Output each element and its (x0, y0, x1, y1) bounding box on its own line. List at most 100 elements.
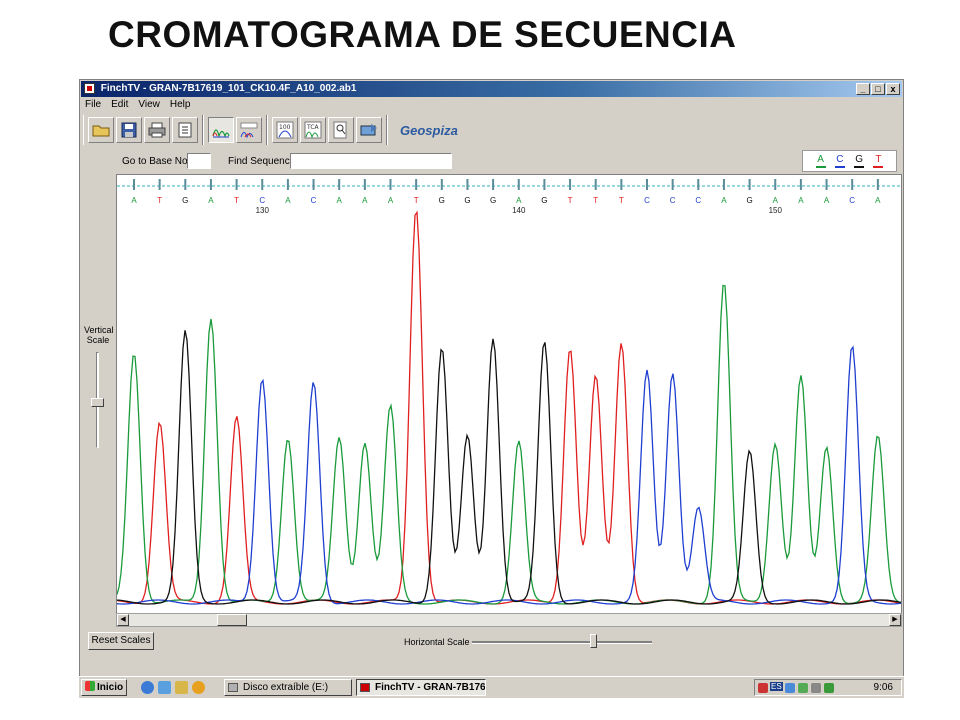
legend-g: G (854, 153, 865, 168)
legend-a-label: A (817, 153, 824, 165)
maximize-button[interactable]: □ (871, 83, 885, 95)
finchtv-window: FinchTV - GRAN-7B17619_101_CK10.4F_A10_0… (79, 79, 904, 679)
save-disk-icon[interactable] (116, 117, 142, 143)
base-position-number: 150 (769, 206, 783, 215)
export-icon[interactable] (356, 117, 382, 143)
title-bar[interactable]: FinchTV - GRAN-7B17619_101_CK10.4F_A10_0… (81, 81, 902, 97)
open-folder-icon[interactable] (88, 117, 114, 143)
menu-bar: File Edit View Help (84, 99, 191, 113)
base-call: G (464, 196, 470, 205)
base-call: A (516, 196, 522, 205)
task-removable-disk[interactable]: Disco extraíble (E:) (224, 679, 352, 696)
menu-file[interactable]: File (85, 99, 102, 110)
zoom-sequence-icon[interactable] (328, 117, 354, 143)
chromatogram-panel[interactable]: A T G A T C A C A A A T G G G A G T T T C C C A G A A A C A 130 140 150 (116, 174, 902, 619)
base-call: A (875, 196, 881, 205)
antivirus-icon[interactable] (758, 683, 768, 693)
print-icon[interactable] (144, 117, 170, 143)
base-call: T (593, 196, 598, 205)
clock: 9:06 (873, 682, 893, 693)
volume-icon[interactable] (798, 683, 808, 693)
slide-title: CROMATOGRAMA DE SECUENCIA (108, 14, 737, 55)
base-call: T (234, 196, 239, 205)
start-button[interactable]: Inicio (81, 679, 127, 696)
trace-g (116, 330, 902, 605)
legend-t: T (873, 153, 884, 168)
ie-browser-icon[interactable] (141, 681, 154, 694)
network-icon[interactable] (785, 683, 795, 693)
window-title: FinchTV - GRAN-7B17619_101_CK10.4F_A10_0… (100, 83, 357, 94)
horizontal-scale-label: Horizontal Scale (404, 637, 470, 647)
svg-text:TCA: TCA (306, 124, 320, 131)
update-icon[interactable] (824, 683, 834, 693)
task-finchtv[interactable]: FinchTV - GRAN-7B176... (356, 679, 486, 696)
multi-trace-view-icon[interactable] (236, 117, 262, 143)
legend-g-label: G (855, 153, 864, 165)
scroll-right-arrow[interactable]: ▶ (889, 614, 901, 626)
language-indicator[interactable]: ES (770, 682, 783, 691)
close-button[interactable]: x (886, 83, 900, 95)
trace-c (116, 345, 902, 605)
goto-base-label: Go to Base No. (122, 156, 191, 167)
base-call: G (182, 196, 188, 205)
base-call: A (721, 196, 727, 205)
base-call: G (746, 196, 752, 205)
chromatogram-view-icon[interactable] (208, 117, 234, 143)
base-call: G (439, 196, 445, 205)
base-call: C (644, 196, 650, 205)
media-player-icon[interactable] (192, 681, 205, 694)
base-call: A (362, 196, 368, 205)
base-call: A (824, 196, 830, 205)
scroll-thumb[interactable] (217, 614, 247, 626)
windows-flag-icon (85, 681, 95, 691)
task-removable-disk-label: Disco extraíble (E:) (243, 682, 329, 693)
base-call: A (388, 196, 394, 205)
base-call: C (670, 196, 676, 205)
usb-icon[interactable] (811, 683, 821, 693)
horizontal-scale-track[interactable] (472, 641, 652, 644)
base-call: T (157, 196, 162, 205)
svg-text:100: 100 (279, 124, 291, 131)
base-call: C (849, 196, 855, 205)
system-tray: ES 9:06 (754, 679, 902, 696)
start-label: Inicio (97, 682, 124, 693)
task-finchtv-label: FinchTV - GRAN-7B176... (375, 682, 486, 693)
base-call: A (337, 196, 343, 205)
base-call: C (695, 196, 701, 205)
vertical-scale-slider[interactable] (91, 398, 104, 407)
chromatogram-svg: A T G A T C A C A A A T G G G A G T T T C C C A G A A A C A 130 140 150 (116, 179, 902, 605)
base-call: A (798, 196, 804, 205)
folder-icon[interactable] (175, 681, 188, 694)
finchtv-task-icon (360, 683, 370, 692)
horizontal-scale-slider[interactable] (590, 634, 597, 648)
info-icon[interactable] (172, 117, 198, 143)
base-call: T (619, 196, 624, 205)
base-call: A (208, 196, 214, 205)
vertical-scale-label: Vertical Scale (84, 325, 114, 345)
base-call: A (285, 196, 291, 205)
reset-scales-button[interactable]: Reset Scales (88, 632, 154, 650)
legend-a: A (815, 153, 826, 168)
search-row: Go to Base No. Find Sequence (80, 152, 903, 172)
quality-100-icon[interactable]: 100 (272, 117, 298, 143)
trace-t (116, 210, 902, 605)
menu-edit[interactable]: Edit (111, 99, 129, 110)
menu-help[interactable]: Help (169, 99, 191, 110)
scroll-left-arrow[interactable]: ◀ (117, 614, 129, 626)
tca-sequence-icon[interactable]: TCA (300, 117, 326, 143)
trace-a (116, 284, 902, 605)
horizontal-scrollbar[interactable]: ◀ ▶ (116, 613, 902, 627)
minimize-button[interactable]: _ (856, 83, 870, 95)
menu-view[interactable]: View (138, 99, 160, 110)
base-call: C (259, 196, 265, 205)
base-color-legend: A C G T (802, 150, 897, 172)
toolbar: 100 TCA Geospiza (83, 114, 470, 146)
legend-t-label: T (875, 153, 882, 165)
legend-c-label: C (836, 153, 844, 165)
goto-base-input[interactable] (187, 153, 211, 169)
find-sequence-input[interactable] (290, 153, 452, 169)
legend-c: C (834, 153, 845, 168)
desktop-icon[interactable] (158, 681, 171, 694)
base-call: A (131, 196, 137, 205)
geospiza-logo: Geospiza (400, 122, 458, 138)
